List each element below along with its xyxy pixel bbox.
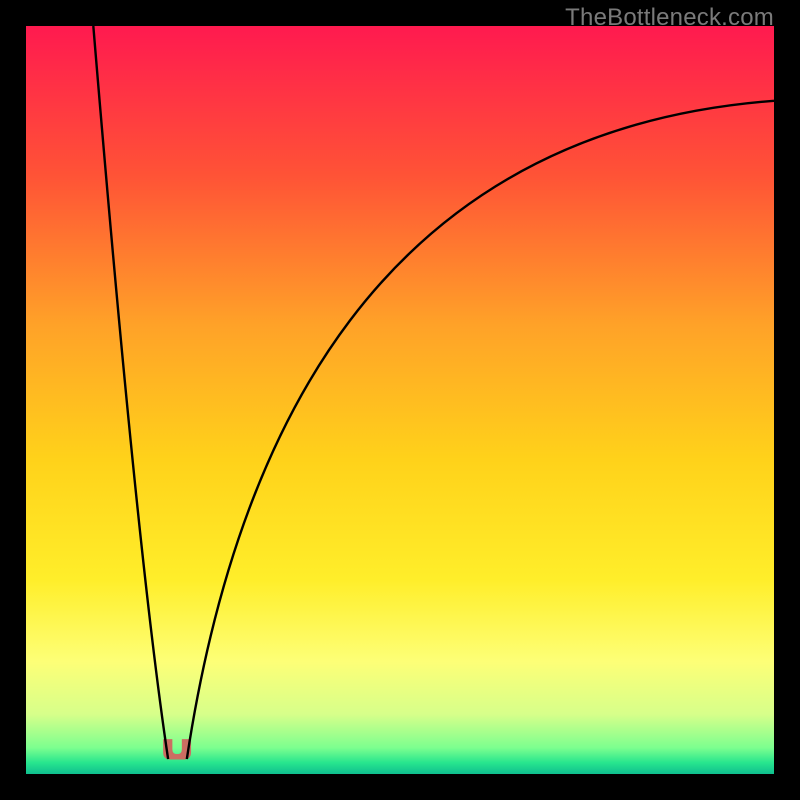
chart-svg xyxy=(26,26,774,774)
chart-root: TheBottleneck.com xyxy=(0,0,800,800)
gradient-background xyxy=(26,26,774,774)
plot-area xyxy=(26,26,774,774)
watermark-text: TheBottleneck.com xyxy=(565,4,774,32)
